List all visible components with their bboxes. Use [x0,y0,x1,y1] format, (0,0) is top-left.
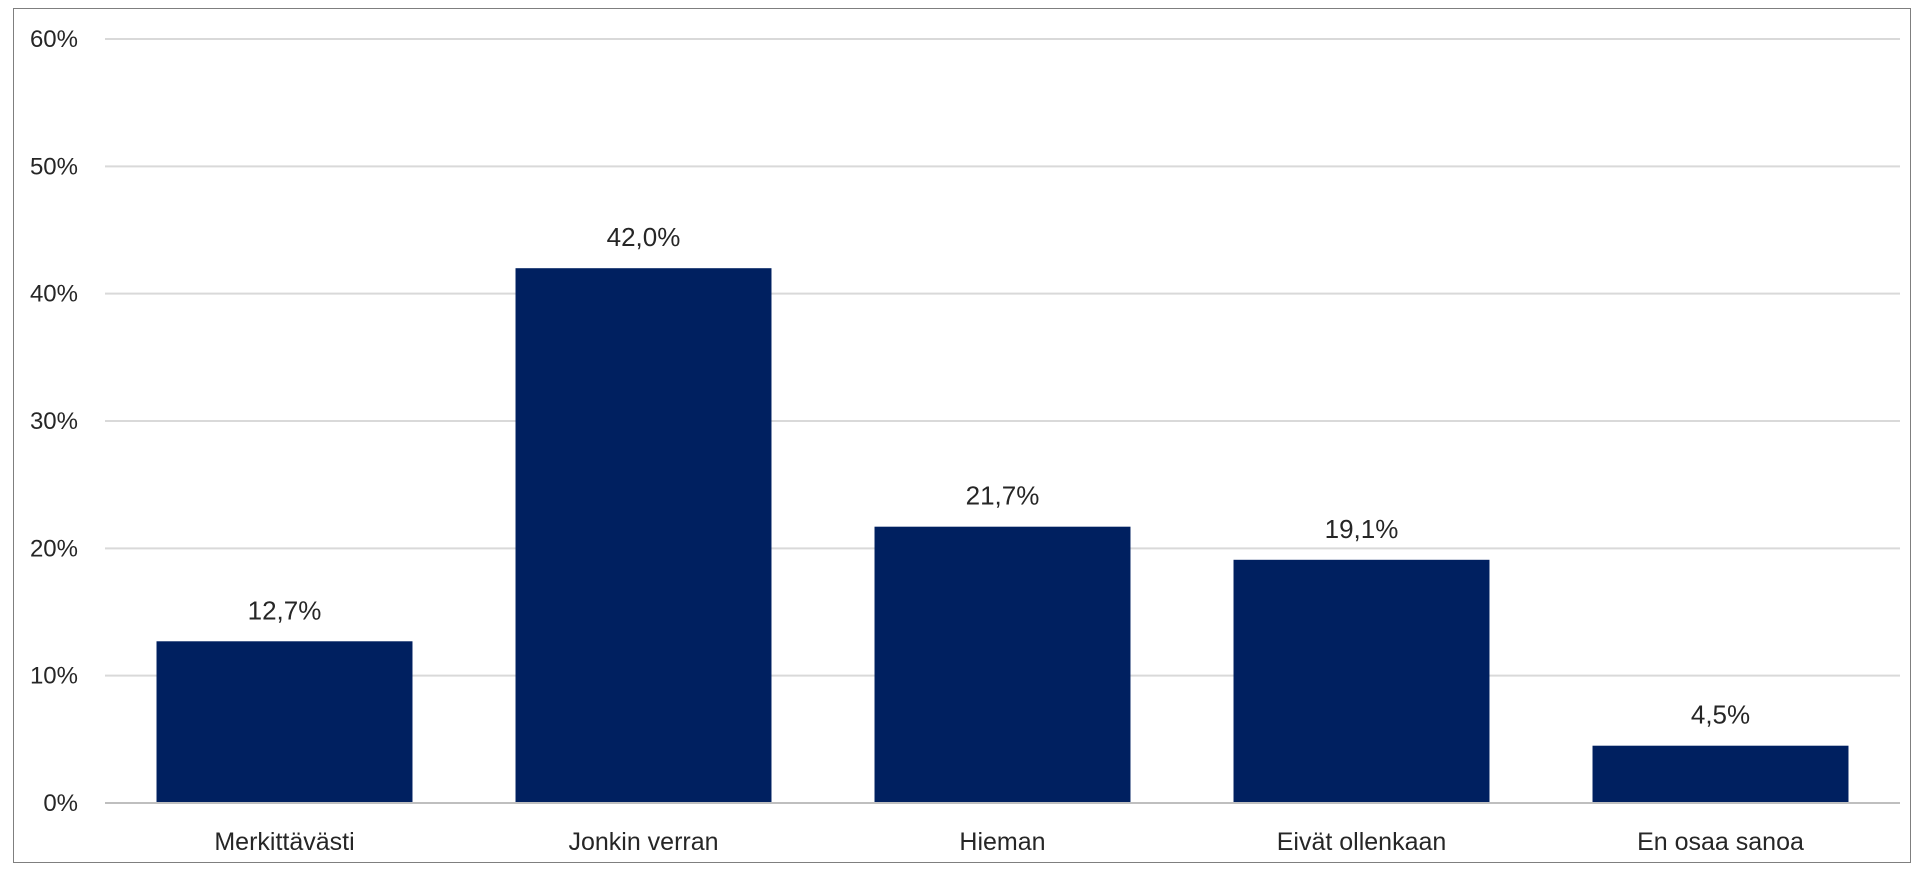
category-label: Hieman [959,828,1045,856]
y-tick-label: 60% [30,26,78,53]
y-tick-label: 10% [30,663,78,690]
y-tick-label: 50% [30,153,78,180]
data-label: 12,7% [248,595,322,625]
bar [156,641,413,803]
category-labels: Merkittävästi Jonkin verran Hieman Eivät ol… [214,828,1804,856]
bar [1233,559,1490,803]
data-label: 21,7% [966,481,1040,511]
category-label: En osaa sanoa [1637,828,1804,856]
y-tick-label: 0% [43,790,78,817]
y-tick-label: 30% [30,408,78,435]
category-label: Merkittävästi [214,828,354,856]
bar [874,526,1131,803]
data-label: 19,1% [1325,514,1399,544]
y-tick-label: 40% [30,281,78,308]
y-axis-tick-labels: 0% 10% 20% 30% 40% 50% 60% [30,26,78,817]
category-label: Eivät ollenkaan [1277,828,1447,856]
bars [156,268,1849,803]
data-label: 4,5% [1691,700,1750,730]
bar [1592,745,1849,803]
category-label: Jonkin verran [568,828,718,856]
y-tick-label: 20% [30,535,78,562]
data-label: 42,0% [607,222,681,252]
bar [515,268,772,803]
data-labels: 12,7% 42,0% 21,7% 19,1% 4,5% [248,222,1751,730]
